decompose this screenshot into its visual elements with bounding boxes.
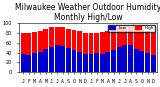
Bar xyxy=(72,50,76,72)
Bar xyxy=(38,31,43,72)
Bar xyxy=(66,48,71,72)
Bar xyxy=(140,51,144,72)
Bar xyxy=(128,27,133,72)
Bar xyxy=(117,47,122,72)
Bar xyxy=(100,54,105,72)
Bar xyxy=(21,54,26,72)
Legend: Low, High: Low, High xyxy=(108,25,155,32)
Bar xyxy=(38,52,43,72)
Bar xyxy=(26,33,31,72)
Bar xyxy=(55,27,60,72)
Bar xyxy=(140,30,144,72)
Bar xyxy=(26,55,31,72)
Bar xyxy=(72,30,76,72)
Bar xyxy=(83,33,88,72)
Bar xyxy=(111,50,116,72)
Bar xyxy=(128,45,133,72)
Bar xyxy=(88,54,93,72)
Bar xyxy=(43,29,48,72)
Bar xyxy=(122,45,127,72)
Bar xyxy=(32,32,37,72)
Bar xyxy=(145,53,150,72)
Bar xyxy=(88,33,93,72)
Bar xyxy=(122,27,127,72)
Bar xyxy=(151,55,156,72)
Bar xyxy=(134,29,139,72)
Bar xyxy=(32,53,37,72)
Bar xyxy=(60,46,65,72)
Bar xyxy=(94,33,99,72)
Bar xyxy=(60,27,65,72)
Bar xyxy=(49,47,54,72)
Bar xyxy=(105,52,110,72)
Bar xyxy=(77,31,82,72)
Bar xyxy=(105,31,110,72)
Bar xyxy=(94,53,99,72)
Bar xyxy=(49,27,54,72)
Bar xyxy=(134,49,139,72)
Bar xyxy=(145,31,150,72)
Bar xyxy=(151,33,156,72)
Bar xyxy=(55,45,60,72)
Bar xyxy=(100,32,105,72)
Title: Milwaukee Weather Outdoor Humidity
Monthly High/Low: Milwaukee Weather Outdoor Humidity Month… xyxy=(15,3,160,22)
Bar xyxy=(117,27,122,72)
Bar xyxy=(66,29,71,72)
Bar xyxy=(21,33,26,72)
Bar xyxy=(43,49,48,72)
Bar xyxy=(77,52,82,72)
Bar xyxy=(111,29,116,72)
Bar xyxy=(83,54,88,72)
